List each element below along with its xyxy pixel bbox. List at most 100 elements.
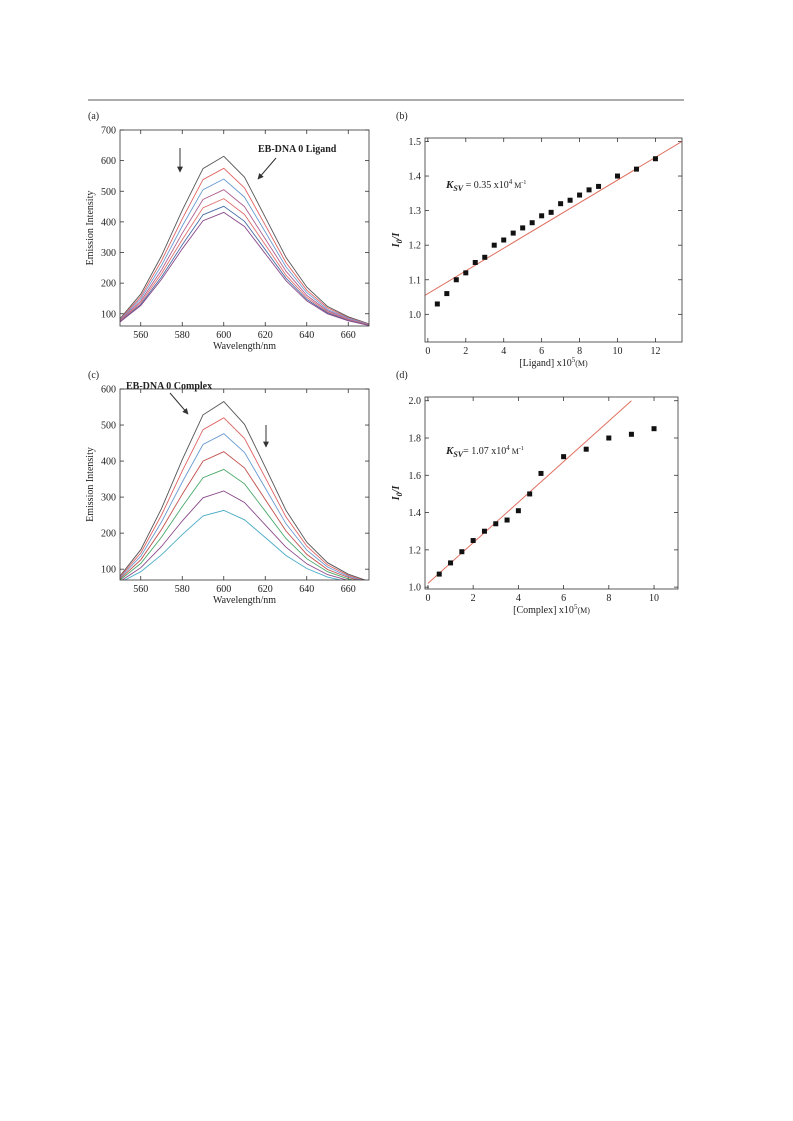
y-tick-label: 300 <box>101 248 116 259</box>
annotation: EB-DNA 0 Ligand <box>258 144 337 155</box>
spectrum-line <box>120 417 364 580</box>
annotation-unit-sup: -1 <box>521 180 526 186</box>
x-axis-label: Wavelength/nm <box>213 595 276 606</box>
data-point <box>538 470 544 476</box>
x-tick-label: 640 <box>299 584 314 595</box>
x-tick-label: 4 <box>516 593 521 604</box>
data-point <box>558 201 564 207</box>
x-tick-label: 2 <box>471 593 476 604</box>
annotation-text: = 1.07 x10 <box>463 446 506 457</box>
data-point <box>481 528 487 534</box>
panel-label: (b) <box>396 111 408 122</box>
y-tick-label: 2.0 <box>409 396 422 407</box>
data-point <box>577 192 583 198</box>
data-point <box>434 301 440 307</box>
x-axis-label-sup: 5 <box>574 603 578 611</box>
x-axis-label: Wavelength/nm <box>213 341 276 352</box>
x-tick-label: 600 <box>216 584 231 595</box>
x-axis-label-text: [Complex] x10 <box>513 605 574 616</box>
axes-frame <box>424 137 683 343</box>
x-tick-label: 12 <box>650 346 660 357</box>
x-tick-label: 0 <box>425 593 430 604</box>
annotation-sup: 4 <box>506 444 510 452</box>
spectrum-line <box>120 189 369 326</box>
y-axis-label: I0/I <box>391 485 404 502</box>
plot-area <box>120 401 367 580</box>
data-point <box>561 454 567 460</box>
data-point <box>586 187 592 193</box>
annotation: KSV= 1.07 x104 M-1 <box>445 444 524 459</box>
plot-area <box>427 400 657 584</box>
annotation: KSV = 0.35 x104 M-1 <box>445 178 526 193</box>
panel: (d) 0 2 4 6 8 10 1.0 1.2 1.4 1.6 1.8 2.0 [Complex] x1… <box>391 370 679 616</box>
data-point <box>596 183 602 189</box>
annotation-sub: SV <box>453 184 463 193</box>
x-axis-label-unit: (M) <box>575 359 588 368</box>
y-tick-label: 1.3 <box>409 206 422 217</box>
axes-frame <box>424 396 679 590</box>
panel-label: (a) <box>88 111 99 122</box>
y-axis-label: Emission Intensity <box>85 447 96 522</box>
y-tick-label: 1.2 <box>409 241 422 252</box>
annotation-unit: M <box>512 181 521 190</box>
data-point <box>459 549 465 555</box>
y-tick-label: 1.5 <box>409 137 422 148</box>
spectrum-line <box>120 433 363 580</box>
spectrum-line <box>120 468 356 580</box>
x-axis-label-sup: 5 <box>572 356 576 364</box>
data-point <box>482 254 488 260</box>
spectrum-line <box>121 490 349 580</box>
data-point <box>652 156 658 162</box>
y-tick-label: 600 <box>101 385 116 396</box>
y-tick-label: 1.6 <box>409 471 422 482</box>
x-tick-label: 10 <box>613 346 623 357</box>
y-tick-label: 600 <box>101 156 116 167</box>
x-tick-label: 640 <box>299 330 314 341</box>
y-tick-label: 400 <box>101 457 116 468</box>
spectrum-line <box>120 451 360 580</box>
y-axis-label: Emission Intensity <box>85 191 96 266</box>
data-point <box>567 197 573 203</box>
annotation-sub: SV <box>453 450 463 459</box>
panel: (a) 560 580 600 620 640 660 100 200 300 400 500 600 7… <box>85 111 370 352</box>
panel: (b) 0 2 4 6 8 10 12 1.0 1.1 1.2 1.3 1.4 1.5 [Ligand] x… <box>391 111 683 369</box>
arrow <box>169 392 189 415</box>
panel-label: (c) <box>88 370 99 381</box>
data-point <box>520 225 526 231</box>
x-tick-label: 8 <box>577 346 582 357</box>
x-tick-label: 620 <box>258 584 273 595</box>
annotation-unit: M <box>510 447 519 456</box>
x-tick-label: 6 <box>561 593 566 604</box>
x-tick-label: 560 <box>133 330 148 341</box>
y-tick-label: 1.4 <box>409 508 422 519</box>
y-axis-label-main: I <box>391 495 402 501</box>
data-point <box>470 538 476 544</box>
data-point <box>453 277 459 283</box>
y-tick-label: 1.2 <box>409 545 422 556</box>
y-axis-label-rest: /I <box>391 232 402 241</box>
x-tick-label: 660 <box>341 584 356 595</box>
spectrum-line <box>120 211 369 326</box>
data-point <box>527 491 533 497</box>
spectrum-line <box>120 167 369 325</box>
y-tick-label: 300 <box>101 493 116 504</box>
data-point <box>436 571 442 577</box>
y-axis-label-rest: /I <box>391 485 402 494</box>
y-tick-label: 400 <box>101 217 116 228</box>
annotation-symbol: K <box>445 445 454 457</box>
x-tick-label: 2 <box>463 346 468 357</box>
y-tick-label: 1.0 <box>409 583 422 594</box>
x-tick-label: 4 <box>501 346 506 357</box>
plot-area <box>425 141 682 307</box>
x-axis-label: [Complex] x105(M) <box>513 603 590 616</box>
x-tick-label: 620 <box>258 330 273 341</box>
y-tick-label: 700 <box>101 126 116 137</box>
data-point <box>504 517 510 523</box>
annotation: EB-DNA 0 Complex <box>126 381 212 392</box>
y-tick-label: 200 <box>101 279 116 290</box>
fit-line <box>425 141 682 296</box>
y-tick-label: 100 <box>101 309 116 320</box>
annotation-symbol: K <box>445 179 454 191</box>
